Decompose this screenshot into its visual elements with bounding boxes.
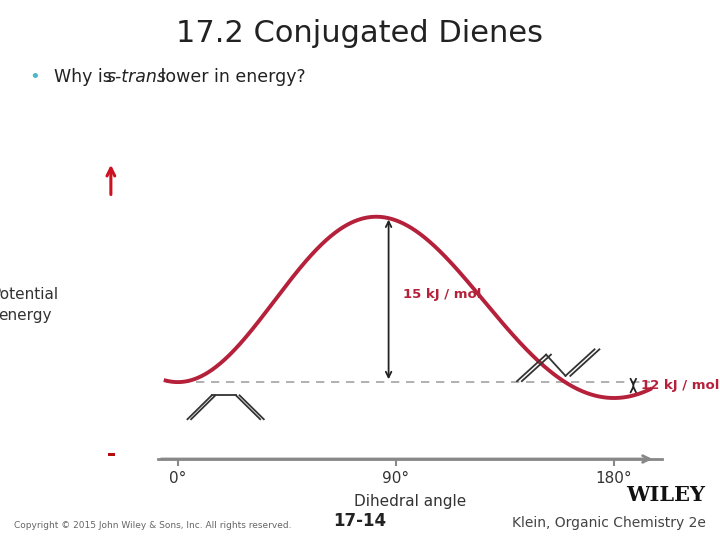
Text: 15 kJ / mol: 15 kJ / mol [403,288,482,301]
Text: •: • [29,68,40,85]
Text: Potential: Potential [0,287,59,302]
Text: WILEY: WILEY [626,485,706,505]
X-axis label: Dihedral angle: Dihedral angle [354,494,467,509]
Text: s-trans: s-trans [107,68,166,85]
Text: 17.2 Conjugated Dienes: 17.2 Conjugated Dienes [176,19,544,48]
Text: 17-14: 17-14 [333,512,387,530]
Text: 12 kJ / mol: 12 kJ / mol [641,379,719,392]
Text: lower in energy?: lower in energy? [155,68,305,85]
Text: Why is: Why is [54,68,117,85]
Text: Klein, Organic Chemistry 2e: Klein, Organic Chemistry 2e [512,516,706,530]
Text: energy: energy [0,308,52,323]
Text: Copyright © 2015 John Wiley & Sons, Inc. All rights reserved.: Copyright © 2015 John Wiley & Sons, Inc.… [14,521,292,530]
